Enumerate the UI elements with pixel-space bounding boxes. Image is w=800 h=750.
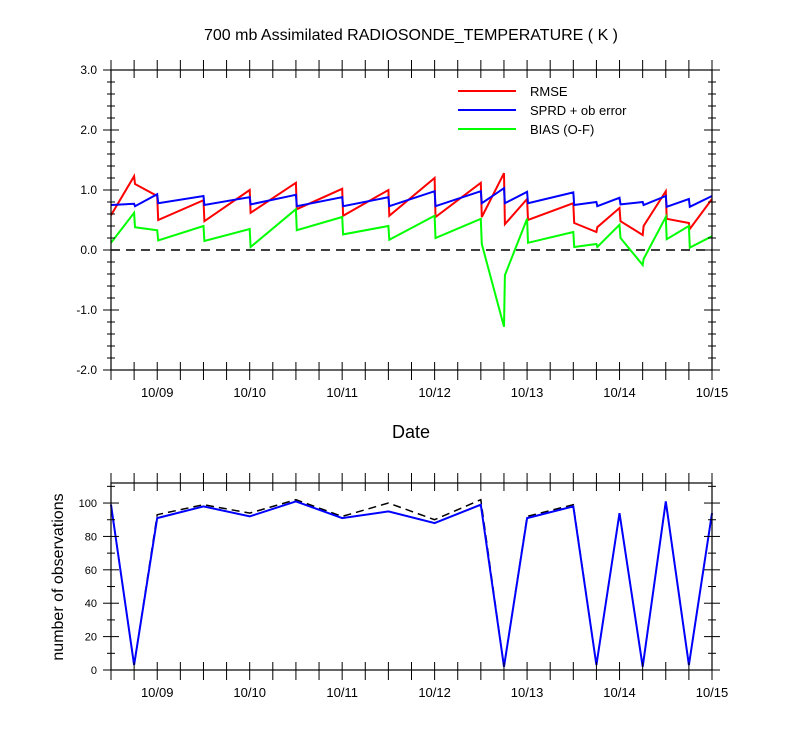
x-tick-label: 10/14 [603, 685, 636, 700]
series-line-assimilated-observations [110, 500, 713, 667]
y-tick-label: 100 [79, 498, 97, 510]
y-tick-label: 2.0 [80, 123, 97, 137]
series-line-total-observations [110, 498, 713, 667]
y-axis-label-observations: number of observations [50, 493, 67, 660]
x-tick-label: 10/12 [418, 685, 451, 700]
chart-title: 700 mb Assimilated RADIOSONDE_TEMPERATUR… [204, 27, 618, 44]
bottom-panel-series [110, 498, 713, 667]
x-tick-label: 10/09 [141, 685, 174, 700]
x-tick-label: 10/13 [511, 685, 544, 700]
y-tick-label: 0.0 [80, 243, 97, 257]
y-tick-label: -1.0 [76, 303, 97, 317]
y-tick-label: 3.0 [80, 63, 97, 77]
bottom-panel-axes: 10/09 10/10 10/11 10/12 10/13 10/14 10/15 0 20 40… [79, 473, 729, 700]
series-line-bias-o-f [110, 207, 713, 328]
legend-label: BIAS (O-F) [530, 122, 594, 137]
y-tick-label: 60 [85, 565, 97, 577]
x-tick-label: 10/11 [326, 385, 358, 400]
y-tick-label: -2.0 [76, 363, 97, 377]
legend-label: SPRD + ob error [530, 103, 627, 118]
y-tick-label: 20 [85, 632, 97, 644]
series-line-sprd-ob-error [110, 186, 713, 209]
x-tick-label: 10/14 [603, 385, 636, 400]
x-tick-label: 10/13 [511, 385, 544, 400]
top-panel-axes: 10/09 10/10 10/11 10/12 10/13 10/14 10/15 -2.0 -… [76, 60, 728, 400]
x-tick-label: 10/10 [233, 385, 266, 400]
x-tick-label: 10/09 [141, 385, 174, 400]
x-tick-label: 10/15 [696, 685, 729, 700]
x-tick-label: 10/12 [418, 385, 451, 400]
legend: RMSE SPRD + ob error BIAS (O-F) [458, 84, 627, 137]
top-panel-series [110, 172, 713, 328]
y-tick-label: 40 [85, 598, 97, 610]
y-tick-label: 1.0 [80, 183, 97, 197]
y-tick-label: 80 [85, 531, 97, 543]
x-tick-label: 10/11 [326, 685, 358, 700]
x-tick-label: 10/10 [233, 685, 266, 700]
y-tick-label: 0 [91, 665, 97, 677]
x-tick-label: 10/15 [696, 385, 729, 400]
x-axis-label: Date [392, 422, 430, 442]
legend-label: RMSE [530, 84, 568, 99]
